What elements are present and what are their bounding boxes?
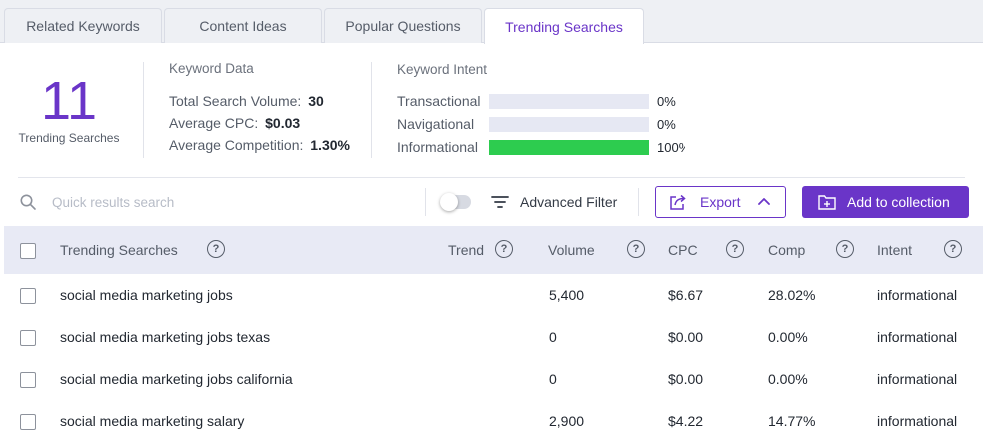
average-cpc: Average CPC: $0.03 bbox=[169, 115, 300, 131]
intent-label-transactional: Transactional bbox=[397, 93, 481, 109]
row-volume: 2,900 bbox=[549, 413, 585, 429]
row-checkbox[interactable] bbox=[20, 330, 36, 346]
col-header-volume[interactable]: Volume bbox=[548, 242, 595, 258]
kd-value: $0.03 bbox=[265, 115, 301, 131]
row-checkbox[interactable] bbox=[20, 288, 36, 304]
col-header-keyword[interactable]: Trending Searches bbox=[60, 242, 178, 258]
help-icon[interactable]: ? bbox=[836, 240, 854, 258]
row-comp: 28.02% bbox=[768, 287, 816, 303]
help-icon[interactable]: ? bbox=[627, 240, 645, 258]
row-volume: 0 bbox=[549, 371, 557, 387]
intent-pct-informational: 100% bbox=[657, 140, 685, 155]
section-divider bbox=[18, 177, 965, 178]
col-header-intent[interactable]: Intent bbox=[877, 242, 913, 258]
average-competition: Average Competition: 1.30% bbox=[169, 137, 350, 153]
trending-count-label: Trending Searches bbox=[18, 131, 120, 145]
row-keyword[interactable]: social media marketing salary bbox=[60, 413, 245, 429]
kd-label: Total Search Volume: bbox=[169, 93, 302, 109]
intent-bar-informational bbox=[489, 140, 649, 155]
folder-plus-icon bbox=[818, 195, 836, 210]
col-header-comp[interactable]: Comp bbox=[768, 242, 806, 258]
row-volume: 0 bbox=[549, 329, 557, 345]
kd-label: Average CPC: bbox=[169, 115, 259, 131]
table-header bbox=[4, 226, 983, 274]
keyword-intent-title: Keyword Intent bbox=[397, 62, 488, 77]
row-cpc: $0.00 bbox=[668, 371, 704, 387]
keyword-data-title: Keyword Data bbox=[169, 61, 254, 76]
total-search-volume: Total Search Volume: 30 bbox=[169, 93, 324, 109]
row-intent: informational bbox=[877, 371, 958, 387]
intent-bar-navigational bbox=[489, 117, 649, 132]
row-keyword[interactable]: social media marketing jobs california bbox=[60, 371, 293, 387]
summary-divider bbox=[371, 62, 372, 158]
chevron-up-icon bbox=[758, 198, 770, 205]
export-label: Export bbox=[700, 194, 741, 210]
advanced-filter-button[interactable]: Advanced Filter bbox=[520, 194, 618, 210]
help-icon[interactable]: ? bbox=[944, 240, 962, 258]
row-checkbox[interactable] bbox=[20, 372, 36, 388]
row-intent: informational bbox=[877, 329, 958, 345]
kd-value: 1.30% bbox=[310, 137, 350, 153]
help-icon[interactable]: ? bbox=[207, 240, 225, 258]
row-cpc: $0.00 bbox=[668, 329, 704, 345]
export-button[interactable]: Export bbox=[655, 186, 786, 218]
row-intent: informational bbox=[877, 287, 958, 303]
intent-pct-transactional: 0% bbox=[657, 94, 676, 109]
intent-pct-navigational: 0% bbox=[657, 117, 676, 132]
tab-trending-searches[interactable]: Trending Searches bbox=[484, 8, 644, 44]
row-cpc: $4.22 bbox=[668, 413, 704, 429]
row-comp: 0.00% bbox=[768, 329, 808, 345]
export-icon bbox=[670, 194, 686, 210]
row-comp: 14.77% bbox=[768, 413, 816, 429]
row-keyword[interactable]: social media marketing jobs texas bbox=[60, 329, 271, 345]
kd-label: Average Competition: bbox=[169, 137, 304, 153]
toolbar-divider bbox=[638, 188, 639, 216]
row-volume: 5,400 bbox=[549, 287, 585, 303]
search-icon bbox=[20, 194, 36, 210]
help-icon[interactable]: ? bbox=[726, 240, 744, 258]
intent-bar-fill bbox=[489, 140, 649, 155]
filter-icon[interactable] bbox=[491, 195, 509, 209]
row-comp: 0.00% bbox=[768, 371, 808, 387]
results-toggle[interactable] bbox=[440, 193, 471, 211]
tab-related-keywords[interactable]: Related Keywords bbox=[4, 8, 162, 43]
intent-bar-transactional bbox=[489, 94, 649, 109]
tab-popular-questions[interactable]: Popular Questions bbox=[324, 8, 482, 43]
quick-search-input[interactable] bbox=[52, 190, 412, 214]
row-checkbox[interactable] bbox=[20, 414, 36, 430]
col-header-trend[interactable]: Trend bbox=[448, 242, 485, 258]
add-to-collection-button[interactable]: Add to collection bbox=[802, 186, 969, 218]
select-all-checkbox[interactable] bbox=[20, 243, 36, 259]
summary-divider bbox=[143, 62, 144, 158]
help-icon[interactable]: ? bbox=[495, 240, 513, 258]
row-intent: informational bbox=[877, 413, 958, 429]
add-to-collection-label: Add to collection bbox=[847, 194, 950, 210]
trending-count: 11 bbox=[40, 71, 98, 131]
intent-label-informational: Informational bbox=[397, 139, 478, 155]
row-cpc: $6.67 bbox=[668, 287, 704, 303]
toggle-knob bbox=[440, 193, 458, 211]
tab-content-ideas[interactable]: Content Ideas bbox=[164, 8, 322, 43]
toolbar-divider bbox=[425, 188, 426, 216]
kd-value: 30 bbox=[308, 93, 324, 109]
intent-label-navigational: Navigational bbox=[397, 116, 475, 132]
row-keyword[interactable]: social media marketing jobs bbox=[60, 287, 233, 303]
col-header-cpc[interactable]: CPC bbox=[668, 242, 698, 258]
